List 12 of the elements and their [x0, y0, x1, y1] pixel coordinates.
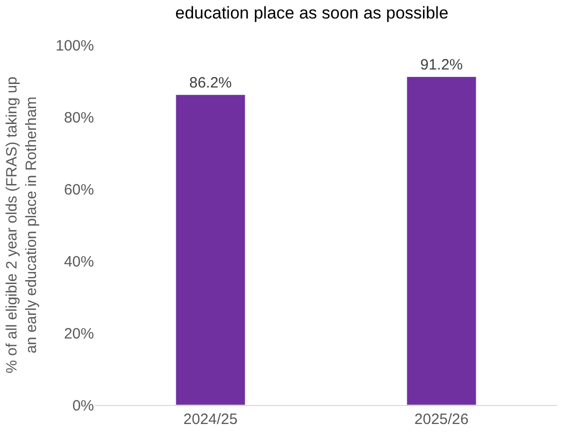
chart-title: education place as soon as possible [175, 4, 448, 23]
data-label: 91.2% [420, 56, 463, 74]
y-tick-label: 80% [64, 109, 94, 126]
data-label: 86.2% [189, 74, 232, 92]
y-tick-label: 0% [72, 397, 94, 414]
x-tick-label: 2024/25 [183, 411, 238, 428]
y-tick-label: 20% [64, 325, 94, 342]
x-tick-label: 2025/26 [414, 411, 469, 428]
y-axis-title: % of all eligible 2 year olds (FRAS) taking up an early education place in Rotherham [3, 76, 40, 374]
y-tick-label: 60% [64, 181, 94, 198]
y-tick-label: 40% [64, 253, 94, 270]
y-tick-label: 100% [56, 37, 94, 54]
